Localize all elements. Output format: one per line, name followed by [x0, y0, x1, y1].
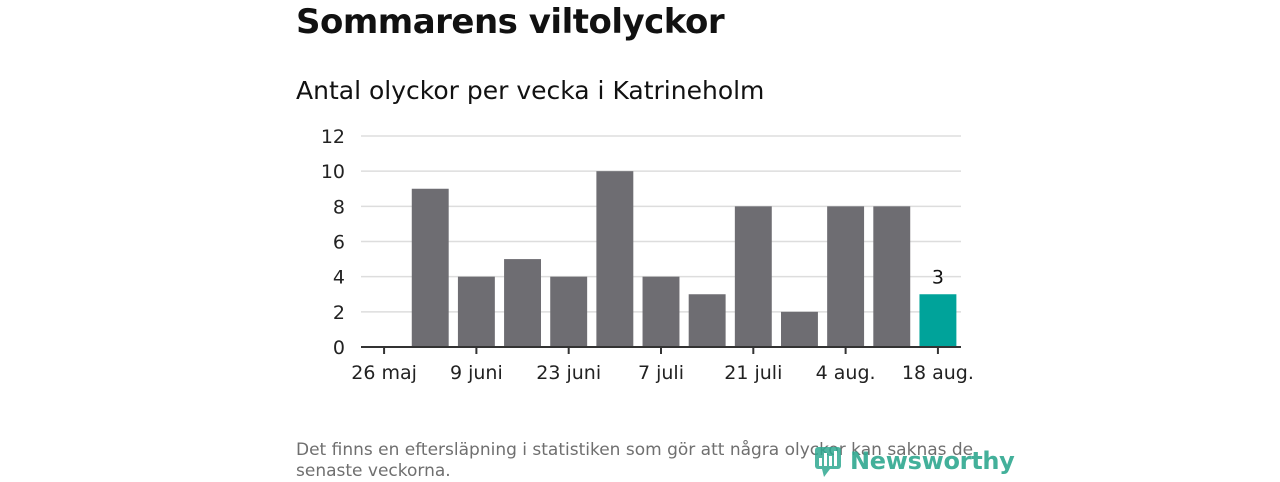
y-tick-label: 0	[333, 337, 345, 359]
x-tick-label: 26 maj	[351, 362, 417, 384]
bar	[596, 171, 634, 347]
data-label: 3	[932, 266, 944, 288]
bar	[688, 294, 726, 347]
x-tick-label: 23 juni	[536, 362, 601, 384]
bar	[642, 276, 680, 347]
y-tick-label: 12	[321, 126, 345, 148]
newsworthy-logo-icon	[814, 444, 844, 478]
bar-chart: 0 2 4 6 8 10 12 3 26 maj 9 juni 23 juni 7 juli 21 ju…	[321, 126, 974, 384]
logo-text: Newsworthy	[850, 447, 1015, 475]
bar	[873, 206, 911, 347]
bar	[781, 311, 818, 347]
y-tick-label: 2	[333, 302, 345, 324]
y-tick-label: 6	[333, 232, 345, 254]
bar	[504, 259, 541, 347]
footnote: Det finns en eftersläpning i statistiken…	[296, 440, 974, 481]
y-tick-label: 8	[333, 196, 345, 218]
bar	[919, 294, 957, 347]
x-tick-label: 9 juni	[450, 362, 503, 384]
newsworthy-logo: Newsworthy	[814, 444, 1015, 478]
y-tick-label: 4	[333, 267, 345, 289]
bar	[827, 206, 865, 347]
bar	[457, 276, 495, 347]
chart-title: Sommarens viltolyckor	[296, 2, 725, 42]
x-tick-label: 7 juli	[638, 362, 684, 384]
x-tick-label: 4 aug.	[816, 362, 876, 384]
bar	[411, 188, 449, 347]
bar	[550, 276, 588, 347]
x-tick-label: 18 aug.	[902, 362, 974, 384]
y-tick-label: 10	[321, 161, 345, 183]
chart-subtitle: Antal olyckor per vecka i Katrineholm	[296, 76, 765, 105]
chart-container: Sommarens viltolyckor Antal olyckor per …	[296, 0, 1015, 481]
bar	[734, 206, 772, 347]
x-tick-label: 21 juli	[724, 362, 782, 384]
